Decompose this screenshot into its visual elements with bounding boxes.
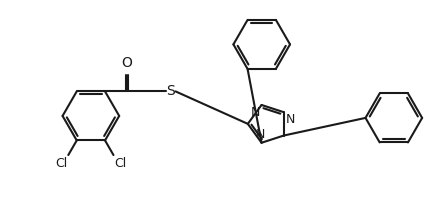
Text: Cl: Cl xyxy=(55,157,67,170)
Text: N: N xyxy=(286,113,295,126)
Text: N: N xyxy=(256,128,265,141)
Text: Cl: Cl xyxy=(114,157,127,170)
Text: S: S xyxy=(166,84,175,98)
Text: O: O xyxy=(122,56,132,70)
Text: N: N xyxy=(251,106,260,119)
